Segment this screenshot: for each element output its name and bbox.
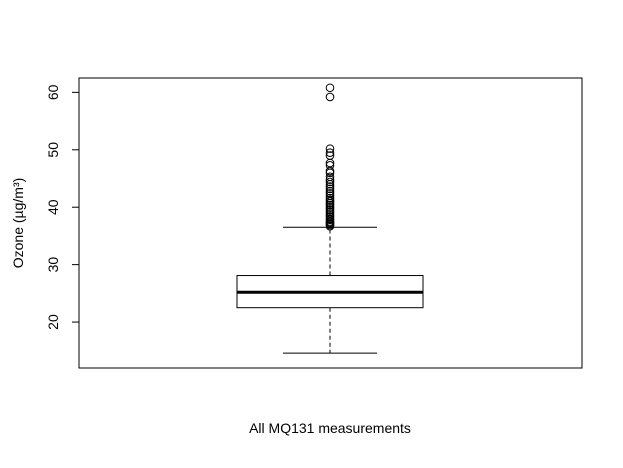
- y-tick-label: 20: [45, 314, 61, 330]
- outlier-point: [325, 148, 335, 157]
- y-tick-label: 50: [45, 142, 61, 158]
- outlier-point: [325, 191, 335, 201]
- outlier-point: [325, 177, 335, 187]
- outlier-point: [325, 151, 335, 160]
- outlier-point: [325, 175, 335, 184]
- outlier-point: [325, 189, 335, 198]
- y-tick-label: 60: [45, 84, 61, 100]
- y-axis: 20 30 40 50 60: [45, 84, 80, 330]
- x-axis-title: All MQ131 measurements: [249, 420, 411, 436]
- outlier-point: [325, 193, 335, 203]
- y-axis-title: Ozone (µg/m³): [10, 178, 26, 269]
- y-tick-label: 40: [45, 199, 61, 215]
- outlier-point: [325, 186, 335, 196]
- outlier-point: [325, 92, 335, 102]
- outlier-point: [325, 83, 335, 93]
- outlier-point: [325, 182, 335, 191]
- box-group: [236, 226, 424, 354]
- outliers-group: [325, 83, 335, 231]
- outlier-point: [325, 144, 335, 153]
- outlier-point: [325, 172, 335, 182]
- outlier-point: [325, 184, 335, 194]
- outlier-point: [325, 160, 335, 170]
- y-tick-label: 30: [45, 257, 61, 273]
